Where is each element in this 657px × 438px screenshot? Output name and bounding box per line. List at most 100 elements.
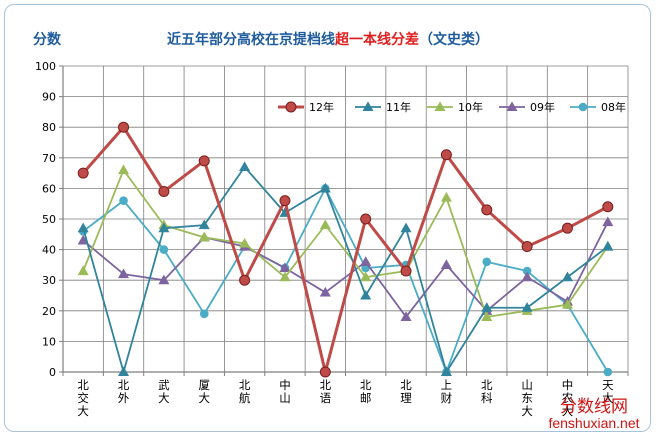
data-point (440, 366, 452, 377)
svg-text:北: 北 (77, 378, 89, 392)
axes (59, 65, 629, 376)
data-point (199, 309, 209, 319)
y-tick-label: 30 (42, 274, 56, 287)
svg-text:航: 航 (239, 391, 251, 405)
data-point (198, 155, 210, 167)
data-point (198, 231, 210, 242)
y-tick-label: 70 (42, 152, 56, 165)
data-point (561, 271, 573, 282)
data-point (119, 196, 128, 205)
svg-text:财: 财 (441, 391, 453, 405)
data-point (521, 241, 533, 253)
data-point (319, 182, 331, 193)
y-tick-label: 20 (42, 305, 56, 318)
data-point (158, 274, 170, 285)
x-tick-label: 北外 (118, 378, 130, 405)
legend: 12年 11年 10年 09年 08年 (278, 100, 626, 114)
svg-text:大: 大 (562, 404, 574, 418)
series-12年 (77, 121, 614, 378)
data-point (521, 302, 533, 312)
data-point (118, 366, 130, 377)
data-point (118, 121, 130, 133)
data-point (482, 257, 492, 267)
data-point (77, 167, 89, 179)
legend-item: 10年 (427, 100, 483, 114)
x-tick-label: 天大 (602, 378, 614, 405)
data-point (400, 311, 412, 321)
data-point (400, 265, 412, 277)
series-lines (77, 121, 614, 378)
svg-text:大: 大 (602, 391, 614, 405)
svg-text:上: 上 (441, 378, 453, 392)
data-point (118, 268, 130, 279)
data-point (561, 299, 573, 309)
data-point (561, 222, 573, 234)
x-tick-label: 中山 (279, 378, 291, 405)
svg-text:语: 语 (320, 391, 332, 405)
legend-item: 11年 (355, 100, 411, 114)
chart-title-part2: 超一本线分差 (334, 31, 419, 48)
series-line (82, 187, 609, 373)
y-axis-label: 分数 (33, 31, 62, 48)
legend-label: 11年 (386, 100, 411, 114)
x-tick-label: 北语 (320, 378, 332, 405)
data-point (77, 222, 89, 233)
data-point (239, 237, 251, 248)
x-tick-label: 武大 (158, 378, 170, 405)
data-point (319, 366, 331, 378)
watermark-cn: 分数线网 (560, 397, 628, 417)
data-point (360, 256, 372, 266)
x-tick-label: 北交大 (77, 378, 89, 418)
series-line (82, 221, 609, 318)
legend-item: 12年 (278, 100, 334, 114)
x-tick-label: 山东大 (521, 378, 533, 418)
data-point (481, 302, 493, 312)
legend-label: 08年 (601, 100, 626, 114)
svg-text:山: 山 (521, 378, 533, 392)
svg-text:大: 大 (158, 391, 170, 405)
data-point (279, 271, 291, 282)
svg-text:农: 农 (562, 391, 574, 405)
svg-text:天: 天 (602, 378, 614, 392)
data-point (319, 286, 331, 297)
legend-label: 09年 (530, 100, 555, 114)
data-point (239, 274, 251, 286)
data-point (602, 240, 614, 251)
data-point (360, 213, 372, 225)
watermark: 分数线网 fenshuxian.net (548, 397, 639, 431)
data-point (602, 201, 614, 213)
series-line (82, 166, 609, 373)
svg-text:东: 东 (521, 391, 533, 405)
data-point (440, 149, 452, 161)
y-tick-label: 0 (49, 366, 56, 379)
data-point (506, 101, 518, 112)
y-tick-label: 100 (35, 60, 56, 73)
legend-item: 09年 (499, 100, 555, 114)
data-point (158, 185, 170, 197)
svg-text:北: 北 (239, 378, 251, 392)
svg-text:邮: 邮 (360, 391, 372, 405)
svg-text:交: 交 (77, 391, 89, 405)
svg-text:北: 北 (481, 378, 493, 392)
svg-text:中: 中 (279, 378, 291, 392)
svg-text:山: 山 (279, 391, 291, 405)
svg-text:科: 科 (481, 391, 493, 405)
data-point (521, 271, 533, 282)
svg-text:北: 北 (320, 378, 332, 392)
data-point (285, 101, 297, 113)
svg-text:厦: 厦 (199, 378, 211, 392)
data-point (198, 219, 210, 230)
legend-label: 12年 (309, 100, 334, 114)
data-point (360, 289, 372, 300)
data-point (239, 161, 251, 172)
data-point (77, 265, 89, 276)
data-point (481, 204, 493, 216)
svg-text:外: 外 (118, 391, 130, 405)
data-point (362, 101, 374, 112)
svg-text:大: 大 (199, 391, 211, 405)
x-tick-label: 北航 (239, 378, 251, 405)
watermark-url: fenshuxian.net (548, 415, 639, 431)
x-tick-label: 上财 (441, 378, 453, 405)
